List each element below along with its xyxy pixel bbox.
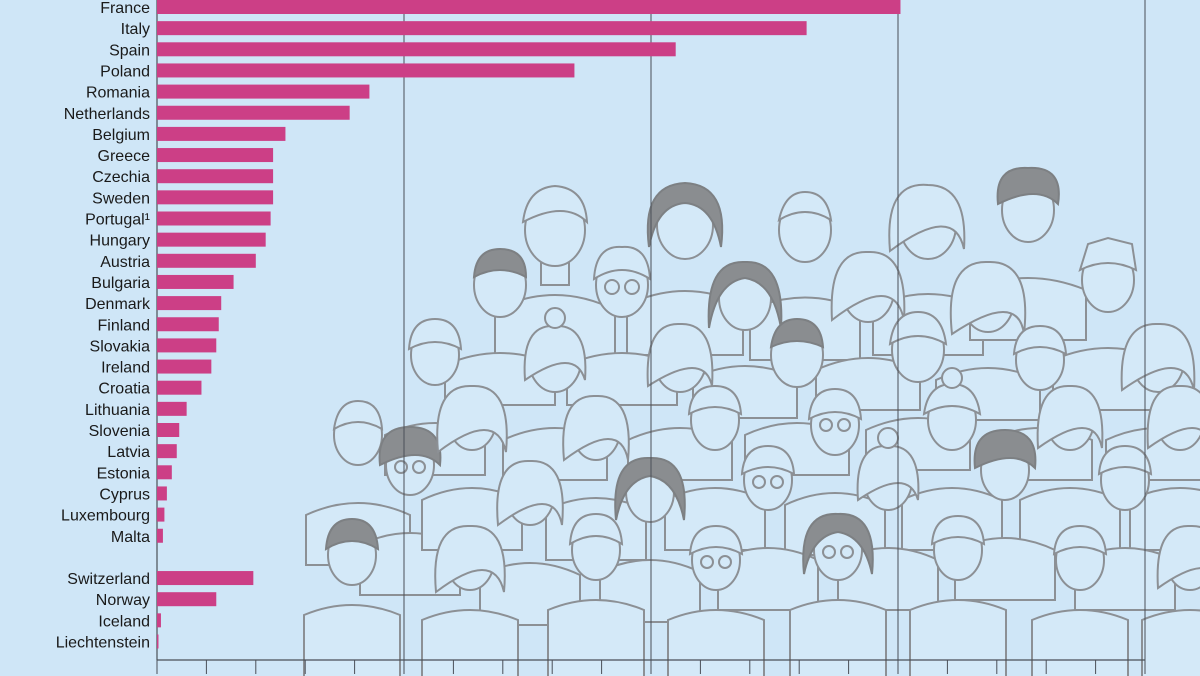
bar: [157, 613, 161, 628]
bars: [157, 0, 901, 649]
category-label: Netherlands: [64, 106, 150, 123]
category-label: Czechia: [92, 169, 150, 186]
crowd-illustration: [303, 166, 1200, 676]
bar: [157, 21, 807, 36]
category-label: Latvia: [107, 444, 150, 461]
bar: [157, 296, 222, 311]
category-label: Hungary: [90, 233, 150, 250]
bar: [157, 42, 676, 57]
category-label: Belgium: [92, 127, 150, 144]
category-label: Norway: [96, 592, 150, 609]
bar: [157, 211, 271, 226]
category-label: Croatia: [98, 381, 150, 398]
category-label: Greece: [98, 148, 151, 165]
bar: [157, 465, 172, 480]
category-label: Luxembourg: [61, 508, 150, 525]
bar: [157, 338, 217, 353]
category-label: Sweden: [92, 190, 150, 207]
category-label: Malta: [111, 529, 150, 546]
bar: [157, 401, 187, 416]
bar: [157, 84, 370, 99]
category-label: Bulgaria: [91, 275, 150, 292]
bar: [157, 528, 163, 543]
bar: [157, 105, 350, 120]
bar: [157, 190, 274, 205]
bar: [157, 148, 274, 163]
x-axis: [156, 659, 1146, 674]
bar: [157, 274, 234, 289]
bar: [157, 126, 286, 141]
category-label: Italy: [121, 21, 150, 38]
category-label: Romania: [86, 85, 150, 102]
category-label: Lithuania: [85, 402, 150, 419]
category-label: Slovakia: [90, 338, 151, 355]
bar: [157, 634, 159, 649]
category-label: Estonia: [97, 465, 150, 482]
bar: [157, 423, 180, 437]
category-label: Spain: [109, 42, 150, 59]
bar: [157, 0, 901, 14]
category-label: Liechtenstein: [56, 635, 150, 652]
category-label: Austria: [100, 254, 150, 271]
bar: [157, 63, 575, 78]
bar: [157, 253, 256, 268]
bar: [157, 507, 165, 522]
bar: [157, 571, 254, 586]
bar: [157, 169, 274, 184]
category-label: Cyprus: [99, 486, 150, 503]
bar: [157, 317, 219, 332]
bar: [157, 232, 266, 247]
category-label: Portugal¹: [85, 212, 150, 229]
category-label: Switzerland: [67, 571, 150, 588]
category-label: Iceland: [98, 613, 150, 630]
bar: [157, 380, 202, 395]
category-label: Finland: [98, 317, 150, 334]
bar: [157, 359, 212, 374]
category-label: Denmark: [85, 296, 151, 313]
category-label: France: [100, 0, 150, 17]
bar: [157, 444, 177, 459]
category-label: Slovenia: [89, 423, 150, 440]
category-label: Ireland: [101, 360, 150, 377]
category-label: Poland: [100, 63, 150, 80]
bar: [157, 592, 217, 607]
bar: [157, 486, 167, 501]
category-labels: France Italy Spain Poland Romania Netherlands…: [56, 0, 151, 652]
